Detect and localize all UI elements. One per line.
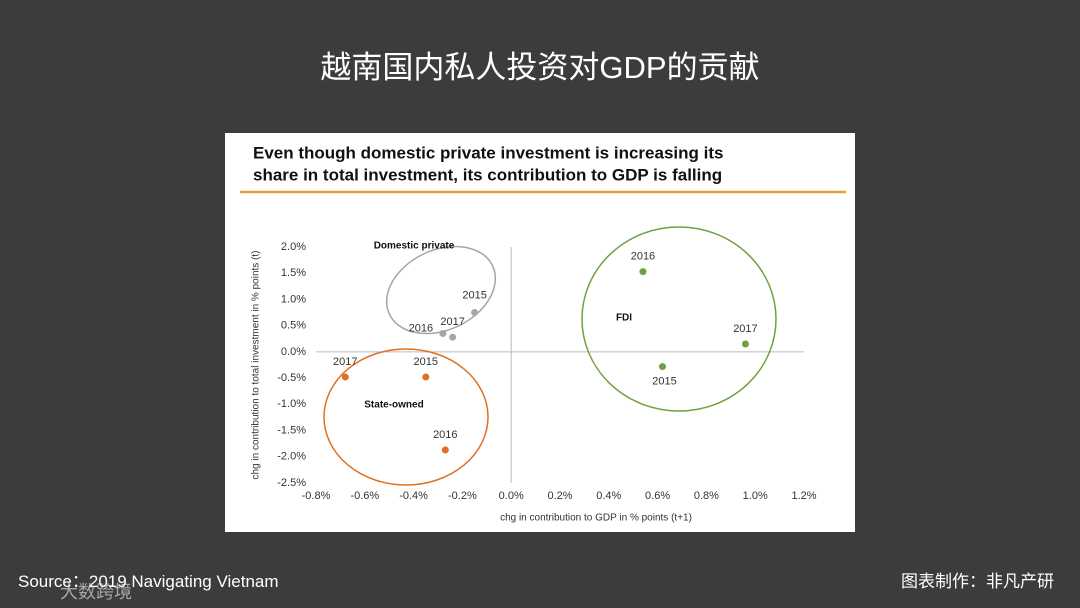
point-label: 2016 (631, 251, 655, 263)
point (441, 446, 449, 454)
group-outline (323, 348, 489, 486)
group-outline (385, 245, 497, 335)
y-tick-label: 2.0% (281, 241, 306, 253)
point-label: 2015 (414, 356, 438, 368)
point (422, 373, 430, 381)
x-axis-label: chg in contribution to GDP in % points (… (500, 513, 692, 524)
x-tick-label: 1.0% (743, 490, 768, 502)
x-tick-label: -0.6% (350, 490, 379, 502)
y-tick-label: -1.0% (277, 398, 306, 410)
point-label: 2017 (733, 323, 757, 335)
y-tick-label: 1.5% (281, 267, 306, 279)
y-tick-label: -2.5% (277, 477, 306, 489)
point (658, 363, 666, 371)
y-axis-label: chg in contribution to total investment … (251, 250, 262, 479)
group-name: Domestic private (374, 241, 455, 252)
group-name: State-owned (364, 400, 423, 411)
x-tick-label: 0.6% (645, 490, 670, 502)
point (449, 333, 457, 341)
chart-panel (225, 133, 855, 532)
point-label: 2016 (433, 429, 457, 441)
chart-title: Even though domestic private investment … (253, 143, 723, 162)
watermark: 大数跨境 (60, 582, 132, 602)
point (471, 309, 479, 317)
source: Source：2019 Navigating Vietnam (18, 572, 279, 591)
x-tick-label: -0.8% (302, 490, 331, 502)
x-tick-label: 1.2% (791, 490, 816, 502)
group-name: FDI (616, 313, 632, 324)
point (639, 268, 647, 276)
point-label: 2017 (440, 316, 464, 328)
credit: 图表制作：非凡产研 (901, 572, 1054, 591)
y-tick-label: -2.0% (277, 451, 306, 463)
x-tick-label: 0.4% (596, 490, 621, 502)
x-tick-label: 0.2% (547, 490, 572, 502)
y-tick-label: -0.5% (277, 372, 306, 384)
point (741, 340, 749, 348)
x-tick-label: 0.0% (499, 490, 524, 502)
x-tick-label: 0.8% (694, 490, 719, 502)
y-tick-label: 1.0% (281, 293, 306, 305)
point (439, 330, 447, 338)
x-tick-label: -0.2% (448, 490, 477, 502)
point-label: 2016 (409, 322, 433, 334)
chart-title: share in total investment, its contribut… (253, 165, 722, 184)
point (341, 373, 349, 381)
group-outline (581, 226, 777, 412)
y-tick-label: 0.5% (281, 320, 306, 332)
point-label: 2015 (652, 375, 676, 387)
point-label: 2015 (462, 289, 486, 301)
slide-title: 越南国内私人投资对GDP的贡献 (320, 50, 760, 85)
x-tick-label: -0.4% (399, 490, 428, 502)
y-tick-label: -1.5% (277, 424, 306, 436)
y-tick-label: 0.0% (281, 346, 306, 358)
point-label: 2017 (333, 356, 357, 368)
